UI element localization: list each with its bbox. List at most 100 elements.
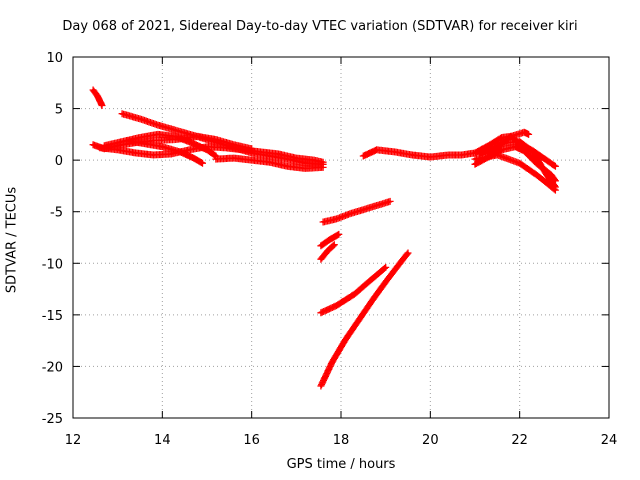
data-point <box>328 238 332 241</box>
data-point <box>496 153 499 157</box>
data-point <box>156 123 160 127</box>
data-point <box>536 174 539 177</box>
data-point <box>120 112 124 115</box>
series-arc11 <box>317 263 390 317</box>
series-arc10 <box>317 241 338 263</box>
data-point <box>96 94 99 98</box>
data-point <box>138 117 142 121</box>
data-point <box>152 139 155 142</box>
data-point <box>509 135 512 138</box>
data-point <box>91 143 95 146</box>
data-point <box>447 153 450 157</box>
data-point <box>371 277 374 280</box>
data-point <box>554 165 557 168</box>
data-point <box>330 361 334 364</box>
data-layer <box>89 86 559 390</box>
series-arc17 <box>471 151 559 194</box>
x-tick-label: 20 <box>422 433 439 448</box>
tick-layer: 12 14 16 18 20 22 24 -25 -20 -15 -10 -5 0 5 10 <box>42 51 618 448</box>
data-point <box>500 142 503 145</box>
data-point <box>384 266 387 269</box>
chart-title: Day 068 of 2021, Sidereal Day-to-day VTE… <box>62 19 578 34</box>
data-point <box>232 156 235 160</box>
data-point <box>522 131 526 134</box>
data-point <box>388 200 392 203</box>
grid-layer <box>73 57 609 418</box>
y-tick-label: -10 <box>42 257 63 272</box>
data-markers <box>319 197 394 226</box>
y-tick-label: -5 <box>50 206 63 221</box>
series-arc1 <box>89 86 106 109</box>
data-point <box>473 151 477 155</box>
x-tick-label: 12 <box>65 433 82 448</box>
data-point <box>321 166 325 169</box>
data-point <box>348 212 352 215</box>
data-point <box>174 135 177 138</box>
series-arc8 <box>319 197 394 226</box>
data-point <box>371 299 374 302</box>
data-point <box>319 257 323 261</box>
data-point <box>531 150 535 154</box>
data-point <box>187 148 191 152</box>
data-point <box>335 304 338 307</box>
data-point <box>125 139 128 142</box>
data-point <box>460 153 463 157</box>
data-point <box>473 157 477 161</box>
data-point <box>357 318 361 322</box>
data-point <box>319 244 323 247</box>
series-arc7 <box>212 154 327 172</box>
data-point <box>201 162 204 165</box>
y-tick-label: 5 <box>55 103 63 118</box>
data-point <box>103 144 106 147</box>
data-point <box>333 243 336 246</box>
data-point <box>268 154 271 158</box>
data-point <box>500 148 503 152</box>
data-point <box>518 162 521 165</box>
data-point <box>232 146 235 149</box>
data-point <box>375 148 378 152</box>
data-point <box>545 158 548 162</box>
x-tick-label: 24 <box>601 433 618 448</box>
data-point <box>337 233 340 236</box>
data-point <box>170 152 173 156</box>
data-point <box>143 142 146 145</box>
x-tick-label: 16 <box>243 433 260 448</box>
data-point <box>397 263 401 266</box>
data-point <box>344 338 347 341</box>
data-point <box>116 148 119 152</box>
data-point <box>478 152 481 156</box>
data-point <box>522 149 526 153</box>
data-point <box>205 138 209 141</box>
data-point <box>473 163 477 166</box>
y-tick-label: 0 <box>55 154 63 169</box>
data-point <box>179 150 182 154</box>
data-point <box>286 165 289 168</box>
x-axis-label: GPS time / hours <box>286 457 396 472</box>
data-point <box>250 151 253 155</box>
data-point <box>406 251 410 255</box>
data-point <box>134 151 137 155</box>
series-arc9 <box>317 230 343 250</box>
data-point <box>100 104 104 107</box>
y-tick-label: 10 <box>46 51 63 66</box>
data-point <box>219 142 222 145</box>
data-point <box>321 220 325 224</box>
data-point <box>120 140 124 143</box>
data-point <box>326 249 329 253</box>
y-tick-label: -15 <box>42 309 63 324</box>
data-point <box>393 150 396 154</box>
series-arc12 <box>317 249 412 390</box>
data-point <box>98 146 102 149</box>
data-point <box>205 148 209 152</box>
data-point <box>500 136 503 139</box>
y-tick-label: -25 <box>42 412 63 427</box>
data-markers <box>317 249 412 390</box>
data-point <box>429 155 432 159</box>
data-point <box>214 157 218 161</box>
data-point <box>91 88 95 92</box>
data-point <box>138 136 142 139</box>
data-point <box>192 156 195 160</box>
data-point <box>353 293 356 296</box>
data-point <box>545 173 548 176</box>
